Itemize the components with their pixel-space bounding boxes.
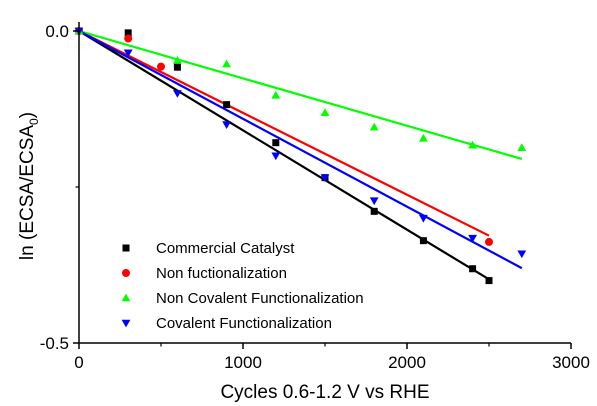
legend-marker-4 [121,319,131,328]
x-tick-label-3: 2000 [388,353,426,372]
y-axis-title: ln (ECSA/ECSA0) [17,112,41,260]
data-point-series-1-8 [419,237,427,245]
data-point-series-4-5 [271,152,281,161]
data-point-series-3-6 [369,122,379,131]
y-axis-title-close: ) [17,112,38,118]
data-point-series-4-9 [468,234,477,243]
fit-lines [78,29,523,281]
data-point-series-2-2 [124,34,133,43]
y-tick-label-1: 0.0 [45,22,69,41]
data-point-series-1-9 [469,265,477,273]
legend-label-2: Non fuctionalization [156,265,287,282]
x-tick-label-2: 1000 [224,353,262,372]
legend-label-3: Non Covalent Functionalization [156,290,364,307]
data-point-series-1-2 [124,29,132,37]
data-point-series-3-2 [173,55,182,64]
data-point-series-1-10 [485,277,493,285]
data-point-series-3-3 [222,59,231,68]
legend: Commercial Catalyst Non fuctionalization N… [121,240,364,332]
legend-label-4: Covalent Functionalization [156,315,332,332]
data-point-series-1-7 [370,207,378,215]
data-point-series-4-6 [320,174,330,183]
data-point-series-4-4 [222,121,231,129]
fit-line-series-2 [78,30,490,237]
data-point-series-3-5 [320,108,330,117]
fit-line-series-4 [78,30,523,270]
data-point-series-3-9 [517,143,527,151]
x-tick-label-1: 0 [74,353,83,372]
data-point-series-4-10 [517,250,527,259]
data-point-series-3-7 [419,133,428,142]
data-point-series-3-4 [271,90,281,99]
data-point-series-4-8 [419,214,428,223]
data-point-series-1-4 [223,101,231,109]
y-axis-title-main: ln (ECSA/ECSA [17,125,38,260]
data-point-series-4-3 [173,90,182,98]
data-point-series-2-4 [485,237,493,246]
legend-marker-2 [122,269,130,277]
data-point-series-3-8 [468,140,477,149]
ticks: 0 1000 2000 3000 0.0 -0.5 [40,22,590,372]
x-axis-title: Cycles 0.6-1.2 V vs RHE [220,382,429,403]
legend-marker-3 [121,293,131,302]
x-tick-label-4: 3000 [552,353,590,372]
data-point-series-4-2 [123,49,133,58]
data-point-series-2-3 [157,62,165,71]
data-point-series-4-7 [369,197,379,206]
y-axis-title-subscript: 0 [27,118,41,125]
data-point-series-1-5 [272,139,280,147]
y-tick-label-2: -0.5 [40,334,69,353]
legend-marker-1 [122,244,130,252]
data-point-series-1-3 [173,63,181,71]
fit-line-series-3 [78,29,523,160]
legend-label-1: Commercial Catalyst [156,240,295,257]
